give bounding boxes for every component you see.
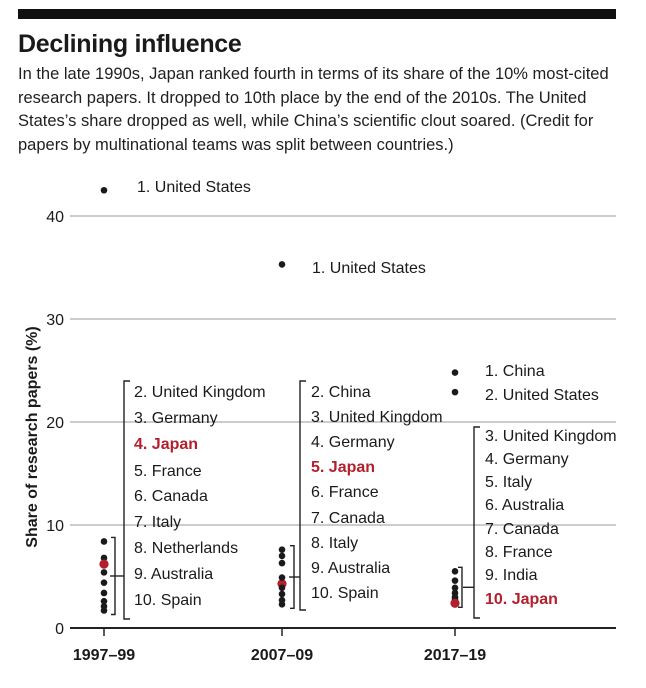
- data-label: 3. Germany: [134, 410, 218, 427]
- country-point: [279, 553, 286, 560]
- data-label: 2. United Kingdom: [134, 384, 266, 401]
- label-bracket: [300, 381, 306, 610]
- country-point: [101, 187, 108, 194]
- data-label: 9. India: [485, 567, 538, 584]
- data-label: 10. Spain: [311, 585, 379, 602]
- data-label: 6. Canada: [134, 488, 208, 505]
- country-point: [452, 568, 459, 575]
- x-tick-label: 2007–09: [251, 647, 313, 664]
- data-label: 4. Germany: [311, 434, 395, 451]
- x-tick-label: 1997–99: [73, 647, 135, 664]
- data-label: 5. Italy: [485, 474, 532, 491]
- country-point: [279, 601, 286, 608]
- y-tick-label: 0: [55, 621, 64, 638]
- country-point: [101, 607, 108, 614]
- country-point: [452, 369, 459, 376]
- y-tick-label: 20: [46, 415, 64, 432]
- country-point: [101, 538, 108, 545]
- data-label: 7. Canada: [311, 510, 385, 527]
- data-label: 6. Australia: [485, 497, 564, 514]
- data-label: 5. France: [134, 463, 202, 480]
- data-label: 10. Japan: [485, 591, 558, 608]
- data-label: 8. Netherlands: [134, 540, 238, 557]
- data-label: 1. United States: [137, 179, 251, 196]
- x-tick-label: 2017–19: [424, 647, 486, 664]
- country-point: [279, 560, 286, 567]
- data-label: 7. Canada: [485, 521, 559, 538]
- y-tick-label: 10: [46, 518, 64, 535]
- data-label: 10. Spain: [134, 592, 202, 609]
- y-tick-label: 40: [46, 209, 64, 226]
- data-label: 1. United States: [312, 260, 426, 277]
- data-label: 9. Australia: [134, 566, 213, 583]
- label-bracket: [124, 381, 130, 619]
- country-point: [101, 579, 108, 586]
- y-axis-label: Share of research papers (%): [24, 326, 41, 547]
- y-tick-label: 30: [46, 312, 64, 329]
- country-point: [279, 546, 286, 553]
- data-label: 5. Japan: [311, 459, 375, 476]
- japan-point: [99, 560, 108, 569]
- data-label: 6. France: [311, 484, 379, 501]
- data-label: 3. United Kingdom: [485, 428, 617, 445]
- country-point: [279, 591, 286, 598]
- country-point: [101, 590, 108, 597]
- country-point: [452, 389, 459, 396]
- data-label: 8. France: [485, 544, 553, 561]
- japan-point: [450, 599, 459, 608]
- country-point: [279, 585, 286, 592]
- data-label: 8. Italy: [311, 535, 358, 552]
- country-point: [452, 577, 459, 584]
- data-label: 9. Australia: [311, 560, 390, 577]
- data-label: 2. China: [311, 384, 371, 401]
- data-label: 3. United Kingdom: [311, 409, 443, 426]
- data-label: 1. China: [485, 363, 545, 380]
- country-point: [279, 574, 286, 581]
- data-label: 4. Germany: [485, 451, 569, 468]
- label-bracket: [474, 427, 480, 618]
- country-point: [101, 569, 108, 576]
- country-point: [279, 261, 286, 268]
- data-label: 2. United States: [485, 387, 599, 404]
- data-label: 4. Japan: [134, 436, 198, 453]
- data-label: 7. Italy: [134, 514, 181, 531]
